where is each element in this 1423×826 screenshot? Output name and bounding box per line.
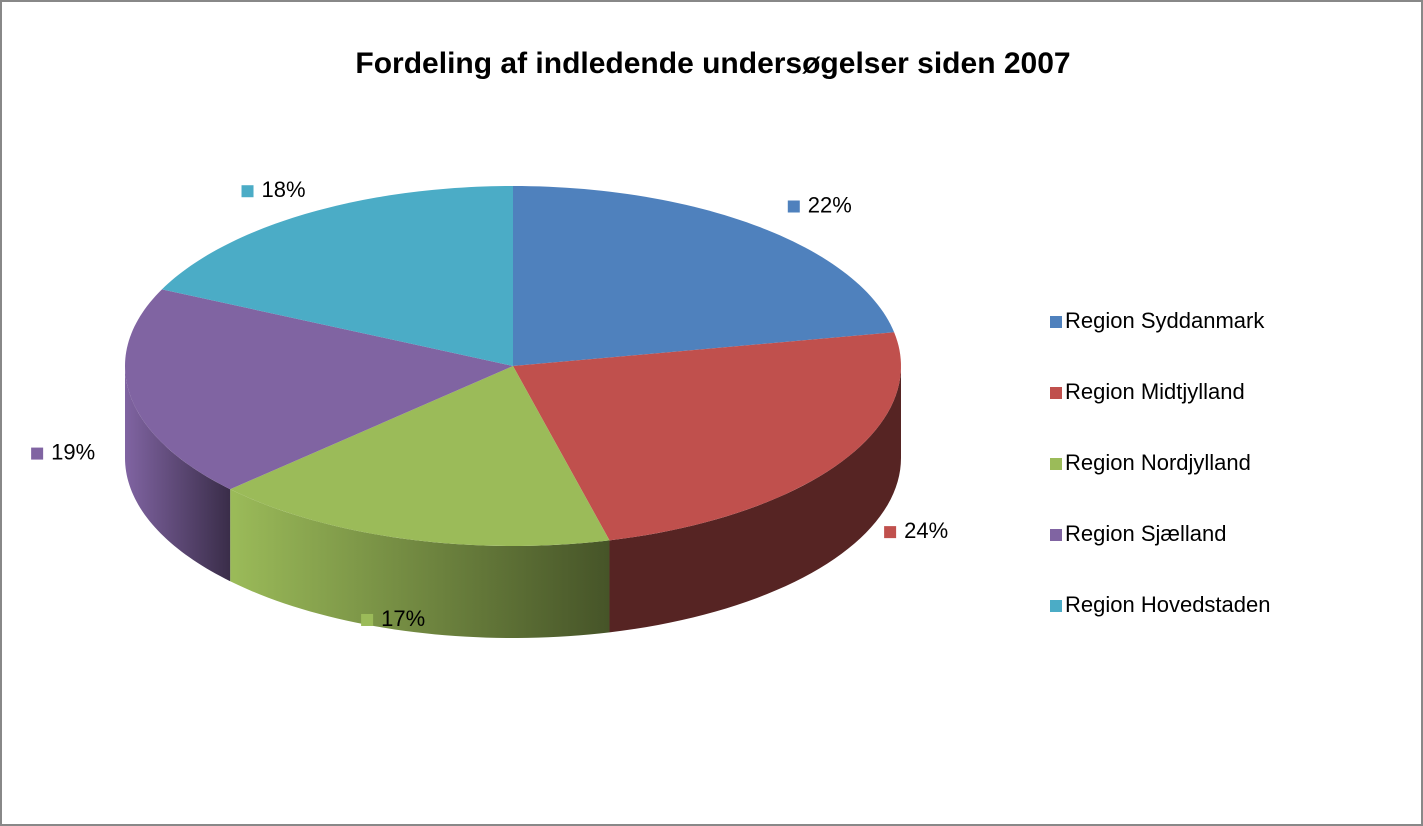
slice (230, 366, 610, 638)
legend-label: Region Sjælland (1065, 521, 1226, 546)
slice (513, 186, 895, 366)
slice-top (513, 332, 901, 541)
slice (125, 289, 513, 582)
legend-swatch (1050, 600, 1062, 612)
legend-swatch (1050, 316, 1062, 328)
legend-swatch (1050, 387, 1062, 399)
label-marker (884, 526, 897, 539)
label-marker (31, 447, 44, 460)
slice-side (230, 489, 610, 638)
slice-top (230, 366, 610, 546)
legend-swatch (1050, 529, 1062, 541)
slice-side (125, 366, 231, 582)
data-label: 24% (904, 518, 948, 543)
slice-top (161, 186, 513, 366)
label-marker (787, 200, 800, 213)
legend-label: Region Nordjylland (1065, 450, 1251, 475)
slice (513, 332, 901, 633)
data-label: 19% (51, 439, 95, 464)
label-marker (361, 613, 374, 626)
label-marker (241, 185, 254, 198)
slice (161, 186, 513, 366)
slice-side (609, 366, 901, 633)
data-label: 18% (262, 177, 306, 202)
legend-label: Region Hovedstaden (1065, 592, 1270, 617)
slice-top (513, 186, 895, 366)
data-label: 17% (381, 606, 425, 631)
slice-top (125, 289, 513, 490)
legend-swatch (1050, 458, 1062, 470)
chart-title: Fordeling af indledende undersøgelser si… (355, 47, 1070, 80)
legend-label: Region Syddanmark (1065, 308, 1265, 333)
legend-label: Region Midtjylland (1065, 379, 1245, 404)
data-label: 22% (808, 192, 852, 217)
